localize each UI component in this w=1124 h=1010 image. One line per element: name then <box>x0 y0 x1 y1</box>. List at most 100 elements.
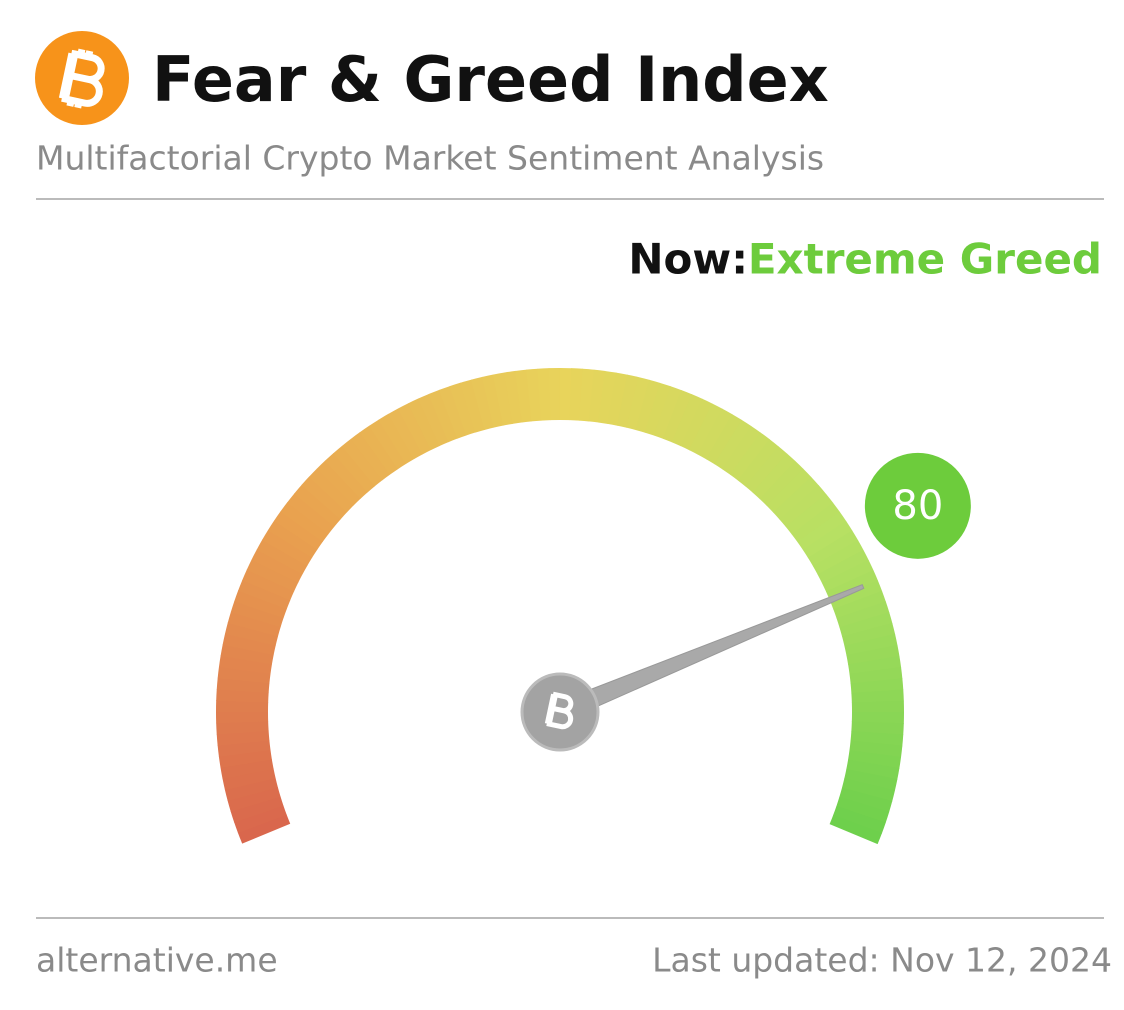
gauge-arc-segment <box>779 485 827 528</box>
gauge-arc-segment <box>671 394 703 447</box>
gauge-arc-segment <box>839 787 893 813</box>
gauge-arc-segment <box>842 622 896 647</box>
gauge-arc-segment <box>844 768 898 791</box>
title: Fear & Greed Index <box>152 43 829 116</box>
gauge-arc-segment <box>492 372 514 426</box>
status-label: Now: <box>628 235 748 284</box>
gauge-arc-segment <box>397 403 432 455</box>
gauge-arc-segment <box>752 453 796 500</box>
gauge-arc-segment <box>242 569 295 601</box>
gauge-arc-segment <box>616 374 639 428</box>
gauge-arc-segment <box>218 655 272 674</box>
gauge-arc-segment <box>836 601 890 628</box>
gauge-arc-segment <box>316 460 361 506</box>
gauge-arc-segment <box>839 612 893 637</box>
value-badge <box>864 452 971 559</box>
gauge-arc-segment <box>578 368 595 422</box>
gauge-arc-segment <box>745 446 788 493</box>
gauge-arc-segment <box>851 721 904 736</box>
gauge-arc-segment <box>730 432 770 481</box>
gauge-arc-segment <box>280 502 329 542</box>
gauge-arc-segment <box>588 369 606 423</box>
gauge-arc-segment <box>653 386 682 439</box>
gauge: 80 <box>216 368 971 845</box>
gauge-arc-segment <box>833 590 886 619</box>
gauge-arc-segment <box>841 778 896 802</box>
gauge-arc-segment <box>526 368 542 422</box>
gauge-arc-segment <box>308 468 354 513</box>
gauge-arc-segment <box>503 370 523 424</box>
gauge-arc-segment <box>766 468 812 513</box>
gauge-arc-segment <box>222 768 276 791</box>
gauge-arc-segment <box>737 439 779 487</box>
gauge-arc-segment <box>689 403 723 455</box>
gauge-arc-segment <box>817 549 869 584</box>
gauge-arc-segment <box>220 644 274 665</box>
gauge-arc-segment <box>287 493 335 535</box>
gauge-arc-segment <box>844 633 898 656</box>
gauge-arc-segment <box>807 530 859 567</box>
gauge-arc-segment <box>216 730 270 746</box>
gauge-arc-segment <box>438 386 467 439</box>
gauge-arc-segment <box>607 372 628 426</box>
gauge-arc-segment <box>224 622 279 646</box>
gauge-arc-segment <box>294 484 341 527</box>
gauge-arc-segment <box>388 408 423 460</box>
gauge-arc-segment <box>262 529 313 567</box>
gauge-arc-segment <box>714 419 752 470</box>
gauge-arc-segment <box>237 814 291 844</box>
gauge-arc-segment <box>850 730 904 747</box>
gauge-arc-segment <box>802 520 853 559</box>
gauge-arc-segment <box>341 438 383 487</box>
gauge-arc-segment <box>216 720 269 735</box>
gauge-arc-segment <box>267 520 318 558</box>
gauge-arc-segment <box>848 655 902 675</box>
gauge-arc-segment <box>350 432 391 481</box>
gauge-arc-segment <box>829 814 882 845</box>
status: Extreme Greed <box>748 235 1102 284</box>
gauge-arc-segment <box>849 667 903 684</box>
gauge-arc-segment <box>230 600 284 628</box>
subtitle: Multifactorial Crypto Market Sentiment A… <box>36 139 824 178</box>
last-updated: Last updated: Nov 12, 2024 <box>652 941 1112 980</box>
gauge-arc-segment <box>821 559 874 593</box>
bitcoin-logo <box>35 31 129 125</box>
gauge-arc-segment <box>470 376 495 430</box>
gauge-arc-segment <box>324 452 368 499</box>
gauge-arc-segment <box>230 796 284 823</box>
gauge-arc-segment <box>850 678 904 694</box>
gauge-arc-segment <box>460 379 485 433</box>
gauge-arc-segment <box>697 408 733 460</box>
gauge-arc-segment <box>234 590 287 619</box>
gauge-arc-segment <box>216 677 270 694</box>
gauge-arc-segment <box>851 689 904 704</box>
gauge-arc-segment <box>222 633 276 656</box>
gauge-arc-segment <box>797 511 847 551</box>
gauge-arc-segment <box>846 644 900 666</box>
gauge-arc-segment <box>598 370 617 424</box>
gauge-arc-segment <box>833 805 886 834</box>
gauge-arc-segment <box>449 382 476 436</box>
gauge-arc-segment <box>849 740 903 758</box>
gauge-arc-segment <box>220 758 274 780</box>
gauge-arc-segment <box>378 413 415 465</box>
gauge-arc-segment <box>368 419 407 470</box>
gauge-arc-segment <box>224 777 278 802</box>
gauge-arc-segment <box>246 559 299 592</box>
gauge-arc-segment <box>333 445 376 493</box>
gauge-arc-segment <box>791 502 840 543</box>
value-label: 80 <box>892 483 943 529</box>
gauge-arc-segment <box>569 368 584 421</box>
gauge-arc-segment <box>407 398 441 451</box>
gauge-arc-segment <box>234 805 287 834</box>
gauge-arc-segment <box>635 379 661 433</box>
gauge-arc-segment <box>848 750 902 769</box>
gauge-arc-segment <box>216 688 269 703</box>
gauge-arc-segment <box>759 460 804 506</box>
gauge-arc-segment <box>705 414 743 465</box>
gauge-arc-segment <box>537 368 552 421</box>
gauge-arc-segment <box>227 611 281 637</box>
gauge-arc-segment <box>680 398 713 451</box>
gauge-arc-segment <box>644 382 672 436</box>
